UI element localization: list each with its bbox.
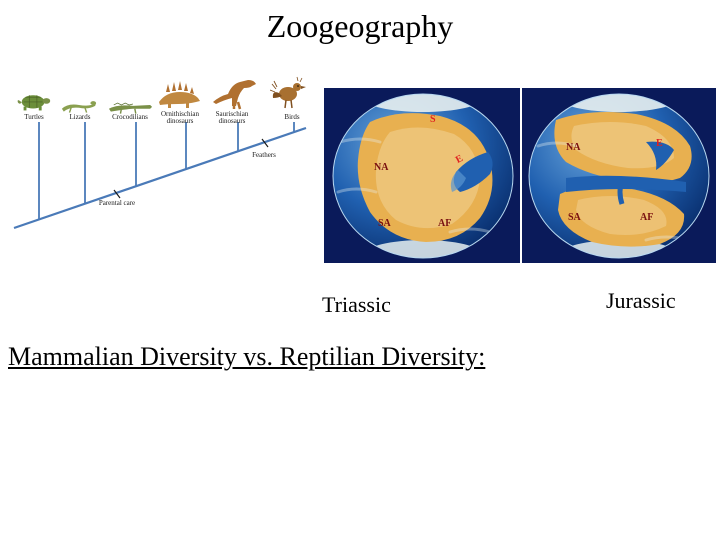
globe-panel: S NA E SA AF — [324, 88, 716, 263]
label-na-2: NA — [566, 142, 580, 153]
label-af-1: AF — [438, 218, 451, 229]
crocodilian-icon — [108, 92, 154, 116]
lizard-icon — [60, 92, 98, 116]
taxon-ornithischian-label: Ornithischian dinosaurs — [158, 111, 202, 126]
label-sa-2: SA — [568, 212, 581, 223]
period-triassic: Triassic — [322, 292, 391, 318]
taxon-saurischian-label: Saurischian dinosaurs — [210, 111, 254, 126]
label-e-2: E — [656, 138, 663, 149]
trait-feathers: Feathers — [244, 152, 284, 159]
stegosaur-icon — [156, 78, 204, 110]
trait-parental-care: Parental care — [92, 200, 142, 207]
period-jurassic: Jurassic — [606, 288, 676, 314]
turtle-icon — [16, 88, 54, 112]
slide-title: Zoogeography — [0, 8, 720, 45]
section-heading: Mammalian Diversity vs. Reptilian Divers… — [8, 342, 485, 372]
label-na-1: NA — [374, 162, 388, 173]
label-s-1: S — [430, 114, 436, 125]
taxon-birds-label: Birds — [270, 114, 314, 121]
theropod-icon — [210, 74, 258, 110]
label-af-2: AF — [640, 212, 653, 223]
label-sa-1: SA — [378, 218, 391, 229]
globe-jurassic: NA E SA AF — [526, 92, 712, 260]
globe-triassic: S NA E SA AF — [330, 92, 516, 260]
bird-icon — [270, 76, 308, 110]
taxon-turtles-label: Turtles — [12, 114, 56, 121]
